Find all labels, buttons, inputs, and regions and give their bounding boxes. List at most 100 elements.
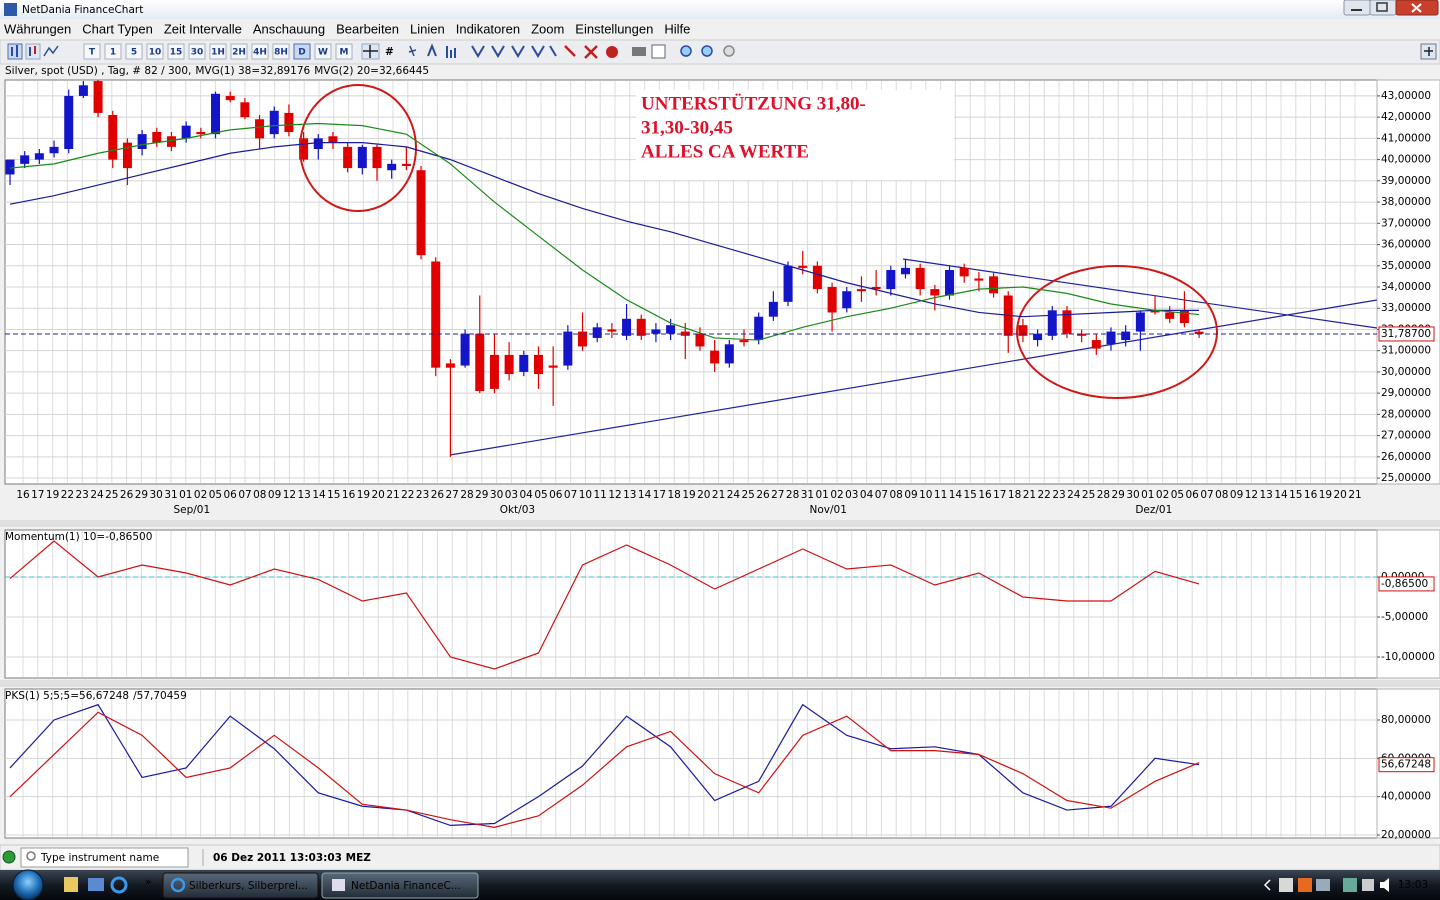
x-tick-label: 19	[357, 489, 370, 501]
x-tick-label: 16	[342, 489, 356, 501]
candle-body	[563, 331, 573, 366]
interval-label: T	[89, 48, 96, 58]
x-tick-label: 21	[386, 489, 399, 501]
x-tick-label: 28	[460, 489, 473, 501]
interval-label: 8H	[274, 48, 288, 58]
candle-body	[299, 138, 309, 160]
menu-item[interactable]: Hilfe	[664, 21, 690, 36]
candle-body	[915, 267, 925, 290]
interval-button[interactable]	[314, 43, 332, 60]
candle-body	[357, 146, 367, 169]
interval-label: 1	[110, 48, 116, 58]
quicklaunch-icon[interactable]	[64, 877, 78, 892]
x-tick-label: 19	[1319, 489, 1332, 501]
candle-body	[152, 132, 162, 143]
tray-icons[interactable]	[1263, 878, 1389, 892]
trend-line	[902, 258, 1377, 329]
panel-splitter[interactable]	[0, 680, 1440, 687]
indicator-line	[9, 703, 1200, 827]
candle-body	[607, 329, 617, 332]
interval-button[interactable]	[251, 43, 269, 60]
instrument-search[interactable]	[20, 847, 189, 868]
x-tick-label: 07	[1200, 489, 1213, 501]
interval-button[interactable]	[104, 43, 122, 60]
menu-item[interactable]: Chart Typen	[82, 21, 153, 36]
connection-indicator	[2, 850, 16, 864]
candle-body	[798, 265, 808, 268]
menu-item[interactable]: Währungen	[4, 21, 71, 36]
clock: 13:03	[1398, 879, 1428, 891]
month-label: Nov/01	[809, 504, 846, 516]
quicklaunch-icon[interactable]	[88, 878, 104, 891]
annotation-text: ALLES CA WERTE	[641, 141, 809, 162]
menu-item[interactable]: Anschauung	[253, 21, 325, 36]
menu-item[interactable]: Linien	[410, 21, 445, 36]
toolbar-icons[interactable]: #	[7, 43, 1437, 60]
candle-body	[416, 170, 426, 256]
candle-body	[1135, 312, 1145, 332]
interval-button[interactable]	[293, 43, 311, 60]
interval-button[interactable]	[230, 43, 248, 60]
x-tick-label: 02	[1156, 489, 1169, 501]
panel-splitter[interactable]	[0, 520, 1440, 527]
x-tick-label: 17	[993, 489, 1006, 501]
x-tick-label: 20	[697, 489, 710, 501]
interval-button[interactable]	[188, 43, 206, 60]
interval-label: 30	[191, 48, 204, 58]
candle-body	[5, 159, 15, 175]
x-tick-label: 22	[401, 489, 414, 501]
candle-body	[1121, 331, 1131, 341]
interval-label: D	[298, 48, 305, 58]
interval-button[interactable]	[209, 43, 227, 60]
candle-body	[812, 265, 822, 290]
x-tick-label: 26	[431, 489, 445, 501]
interval-button[interactable]	[146, 43, 164, 60]
window-buttons[interactable]	[1343, 0, 1439, 16]
app-icon	[4, 3, 17, 16]
x-tick-label: 02	[194, 489, 207, 501]
y-tick-label: 38,00000	[1381, 196, 1431, 208]
menu-item[interactable]: Bearbeiten	[336, 21, 399, 36]
task-button[interactable]	[321, 872, 479, 899]
candle-body	[34, 153, 44, 160]
candle-body	[622, 318, 632, 336]
task-icon	[332, 879, 345, 891]
interval-button[interactable]	[272, 43, 290, 60]
interval-button[interactable]	[167, 43, 185, 60]
annotation-box	[636, 90, 954, 180]
x-tick-label: 11	[594, 489, 607, 501]
quicklaunch-more[interactable]: »	[145, 876, 151, 888]
menu-item[interactable]: Zoom	[531, 21, 564, 36]
x-tick-label: 01	[816, 489, 829, 501]
x-tick-label: 14	[638, 489, 652, 501]
candle-body	[533, 354, 543, 375]
x-tick-label: 07	[238, 489, 251, 501]
candle-body	[1179, 310, 1189, 324]
task-button[interactable]	[162, 872, 319, 899]
chart-title: Silver, spot (USD) , Tag, # 82 / 300,	[5, 65, 191, 77]
x-tick-label: 17	[31, 489, 44, 501]
x-tick-label: 25	[1082, 489, 1095, 501]
x-tick-label: 07	[564, 489, 577, 501]
candle-body	[240, 102, 250, 118]
x-tick-label: 14	[312, 489, 326, 501]
quicklaunch-icon[interactable]	[110, 876, 128, 894]
legend-entry: MVG(2) 20=32,66445	[314, 65, 429, 77]
x-tick-label: 05	[534, 489, 547, 501]
interval-button[interactable]	[125, 43, 143, 60]
interval-button[interactable]	[83, 43, 101, 60]
start-button[interactable]	[12, 869, 44, 900]
menu-item[interactable]: Einstellungen	[575, 21, 653, 36]
interval-label: 4H	[253, 48, 267, 58]
candle-body	[284, 112, 294, 133]
y-tick-label: 36,00000	[1381, 239, 1431, 251]
candle-body	[1091, 340, 1101, 349]
y-tick-label: 33,00000	[1381, 302, 1431, 314]
menu-item[interactable]: Indikatoren	[456, 21, 520, 36]
interval-button[interactable]	[335, 43, 353, 60]
x-tick-label: 13	[298, 489, 311, 501]
x-tick-label: 09	[268, 489, 281, 501]
search-icon	[26, 851, 36, 861]
x-tick-label: 15	[964, 489, 977, 501]
menu-item[interactable]: Zeit Intervalle	[164, 21, 242, 36]
